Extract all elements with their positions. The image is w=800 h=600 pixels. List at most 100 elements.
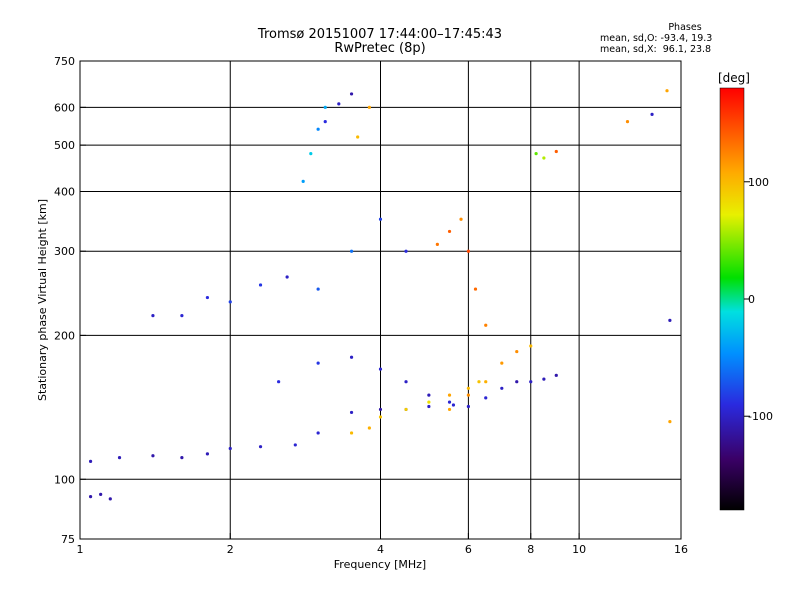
colorbar-unit: [deg] [718,71,750,85]
data-point [473,287,478,291]
phase-o-label: mean, sd,O: [600,33,658,44]
x-tick-label: 2 [227,543,234,556]
data-point [378,367,383,371]
data-point [99,492,103,496]
data-point [459,217,463,221]
data-point [316,431,320,435]
data-point [554,149,558,154]
data-point [515,380,519,384]
data-point [349,431,354,435]
colorbar-ticks: 100 0 -100 [744,176,773,423]
phase-x-label: mean, sd,X: [600,44,657,55]
chart-title: Tromsø 20151007 17:44:00–17:45:43 [257,27,503,42]
data-point [427,404,431,409]
y-tick-label: 500 [54,139,75,152]
y-axis-ticks: 75 100 200 300 400 500 600 750 [54,55,86,546]
data-point [466,393,470,397]
data-point [668,420,672,424]
x-tick-label: 16 [674,543,688,556]
data-point [337,102,341,106]
x-axis-ticks: 1 2 4 6 8 10 16 [77,533,688,556]
data-point [378,217,383,221]
data-point [180,456,184,460]
colorbar-tick-label: 100 [748,176,769,189]
data-point [484,323,488,327]
data-point [117,456,122,460]
data-point [316,127,320,131]
y-tick-label: 750 [54,55,75,68]
data-point [466,249,470,253]
phase-heading: Phases [668,22,702,33]
data-point [534,152,538,156]
data-point [180,314,184,318]
x-tick-label: 8 [527,543,534,556]
data-points [88,89,672,501]
data-point [466,386,470,390]
data-point [477,380,481,384]
phase-o-values: -93.4, 19.3 [660,33,713,44]
data-point [466,404,470,409]
data-point [427,400,431,404]
data-point [88,459,93,463]
data-point [625,120,630,124]
y-axis-label: Stationary phase Virtual Height [km] [36,199,49,401]
data-point [484,396,488,400]
data-point [151,314,155,318]
data-point [301,179,305,183]
data-point [349,410,354,415]
data-point [285,275,289,279]
data-point [88,494,93,499]
y-tick-label: 600 [54,101,75,114]
data-point [447,229,452,234]
phase-x-values: 96.1, 23.8 [659,44,712,55]
data-point [435,242,439,247]
x-tick-label: 4 [377,543,384,556]
data-point [447,400,452,404]
data-point [349,249,354,253]
data-point [500,361,504,365]
phase-o-row: mean, sd,O: -93.4, 19.3 [600,33,750,44]
data-point [309,152,313,156]
phase-x-row: mean, sd,X: 96.1, 23.8 [600,44,750,55]
data-point [349,92,354,96]
data-point [316,361,320,365]
data-point [228,300,232,304]
x-axis-label: Frequency [MHz] [334,558,426,571]
chart-subtitle: RwPretec (8p) [334,41,426,56]
data-point [665,89,669,93]
y-tick-label: 75 [61,533,75,546]
data-point [349,355,354,359]
y-tick-label: 400 [54,185,75,198]
y-tick-label: 300 [54,245,75,258]
data-point [277,380,281,384]
data-point [367,105,371,109]
data-point [500,386,504,390]
data-point [529,380,533,384]
data-point [316,287,320,291]
data-point [484,380,488,384]
data-point [447,393,452,397]
x-tick-label: 1 [77,543,84,556]
data-point [378,415,383,419]
phase-statistics: Phases mean, sd,O: -93.4, 19.3 mean, sd,… [600,22,750,55]
data-point [323,105,327,109]
data-point [404,249,408,253]
data-point [258,445,263,449]
data-point [151,454,155,458]
colorbar-tick-label: 0 [748,293,755,306]
data-point [378,407,383,412]
data-point [404,380,408,384]
data-point [529,344,533,348]
data-point [668,318,672,322]
grid-lines [80,61,681,539]
data-point [323,120,327,124]
x-tick-label: 6 [465,543,472,556]
data-point [542,156,546,160]
data-point [554,373,558,377]
data-point [205,295,210,300]
data-point [542,377,546,381]
data-point [205,452,210,456]
data-point [447,407,452,412]
data-point [108,497,112,501]
